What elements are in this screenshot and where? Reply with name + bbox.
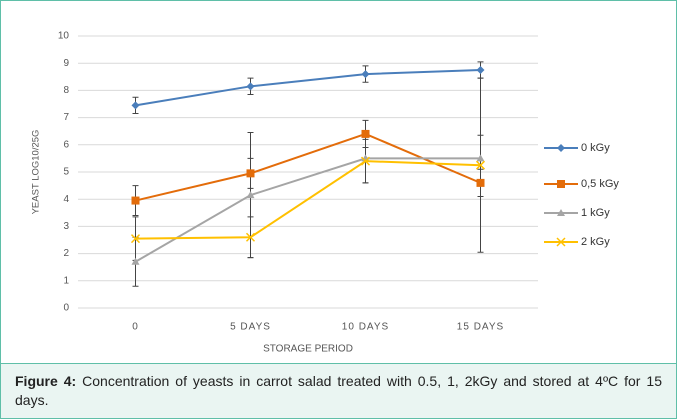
chart: YEAST LOG10/25G STORAGE PERIOD 0 1 2 3 4 5 6 7 8… <box>31 31 620 355</box>
legend-label: 0,5 kGy <box>581 178 619 190</box>
y-tick-label: 7 <box>63 112 69 123</box>
caption: Figure 4: Concentration of yeasts in car… <box>1 363 676 418</box>
marker <box>245 232 256 242</box>
caption-text: Concentration of yeasts in carrot salad … <box>15 373 662 408</box>
marker <box>131 101 140 110</box>
legend-label: 1 kGy <box>581 207 610 219</box>
marker <box>131 196 140 205</box>
marker <box>476 178 485 187</box>
marker <box>476 66 485 74</box>
y-axis-title: YEAST LOG10/25G <box>31 130 42 215</box>
y-tick-label: 0 <box>63 303 69 314</box>
x-tick-label: 10 DAYS <box>342 322 389 333</box>
marker <box>361 70 370 79</box>
marker <box>360 156 371 166</box>
x-tick-label: 0 <box>132 322 139 333</box>
series-line <box>135 69 481 107</box>
y-tick-label: 4 <box>63 194 69 205</box>
y-tick-label: 2 <box>63 248 69 259</box>
legend-marker <box>556 237 566 247</box>
legend-marker <box>557 209 565 216</box>
x-tick-label: 5 DAYS <box>230 322 271 333</box>
marker <box>131 257 140 265</box>
x-tick-label: 15 DAYS <box>457 322 504 333</box>
series-line <box>135 132 481 202</box>
series-line <box>135 160 481 240</box>
marker <box>361 129 370 138</box>
y-tick-label: 5 <box>63 167 69 178</box>
marker <box>130 234 141 244</box>
caption-label: Figure 4: <box>15 373 77 389</box>
y-tick-label: 8 <box>63 85 69 96</box>
legend-label: 2 kGy <box>581 236 610 248</box>
y-tick-label: 1 <box>63 275 69 286</box>
series-line <box>134 157 481 263</box>
x-axis-title: STORAGE PERIOD <box>263 344 353 355</box>
y-tick-label: 3 <box>63 221 69 232</box>
y-tick-label: 10 <box>58 31 70 42</box>
marker <box>476 154 485 162</box>
marker <box>246 169 255 178</box>
marker <box>246 82 255 91</box>
y-tick-label: 6 <box>63 139 69 150</box>
marker <box>475 160 486 170</box>
legend-marker <box>557 144 565 152</box>
legend-marker <box>557 180 565 188</box>
y-tick-label: 9 <box>63 58 69 69</box>
marker <box>246 191 255 199</box>
legend-label: 0 kGy <box>581 142 610 154</box>
